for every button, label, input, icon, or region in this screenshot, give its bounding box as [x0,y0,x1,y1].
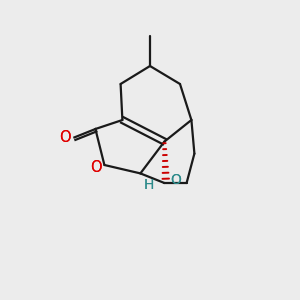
Text: H: H [144,178,154,192]
Text: O: O [60,130,71,145]
Text: O: O [60,130,71,145]
Text: O: O [90,160,102,175]
Text: O: O [170,173,181,187]
Text: H: H [144,178,154,192]
Text: O: O [170,173,181,187]
Text: O: O [90,160,102,175]
